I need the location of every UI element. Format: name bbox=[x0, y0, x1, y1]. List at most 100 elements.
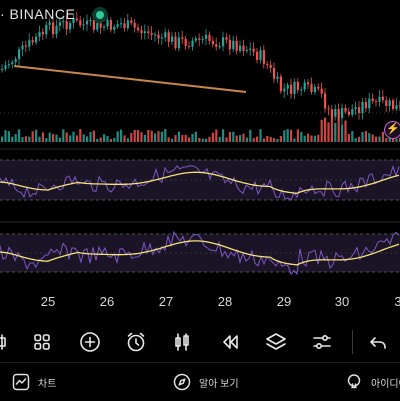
volume-bar bbox=[334, 122, 337, 142]
candle-body bbox=[320, 88, 323, 94]
volume-bar bbox=[385, 138, 388, 142]
sliders-icon[interactable] bbox=[310, 330, 334, 354]
volume-bar bbox=[218, 136, 221, 142]
candle-body bbox=[191, 40, 194, 47]
candle-body bbox=[266, 63, 269, 65]
candle-body bbox=[330, 109, 333, 117]
market-status-dot bbox=[92, 7, 108, 23]
symbol-exchange-label[interactable]: · BINANCE bbox=[0, 6, 76, 22]
trend-line bbox=[13, 65, 247, 93]
volume-bar bbox=[157, 131, 160, 142]
plus-circle-icon[interactable] bbox=[78, 330, 102, 354]
nav-explore[interactable]: 알아 보기 bbox=[173, 371, 239, 393]
candle-body bbox=[375, 101, 378, 103]
grid-apps-icon[interactable] bbox=[30, 330, 54, 354]
candle-body bbox=[106, 20, 109, 27]
volume-bar bbox=[398, 137, 400, 142]
lightbulb-icon bbox=[345, 373, 363, 391]
date-label: 25 bbox=[40, 294, 56, 309]
volume-bar bbox=[344, 120, 347, 142]
candle-body bbox=[218, 46, 221, 48]
volume-bar bbox=[194, 131, 197, 142]
volume-bar bbox=[89, 132, 92, 142]
volume-bar bbox=[286, 129, 289, 142]
candle-body bbox=[378, 96, 381, 102]
volume-bar bbox=[368, 133, 371, 142]
candle-body bbox=[62, 21, 65, 23]
candle-body bbox=[395, 105, 398, 109]
volume-bar bbox=[310, 135, 313, 142]
candle-body bbox=[126, 20, 129, 29]
volume-bar bbox=[211, 132, 214, 142]
volume-bar bbox=[337, 117, 340, 142]
volume-bar bbox=[109, 138, 112, 142]
candle-body bbox=[310, 84, 313, 93]
undo-icon[interactable] bbox=[366, 330, 390, 354]
volume-bar bbox=[269, 136, 272, 142]
volume-bar bbox=[137, 130, 140, 142]
candlesticks-icon[interactable] bbox=[170, 330, 194, 354]
volume-bar bbox=[320, 119, 323, 142]
nav-explore-label: 알아 보기 bbox=[199, 378, 239, 390]
date-label: 3 bbox=[394, 294, 400, 309]
volume-bar bbox=[225, 137, 228, 142]
candle-body bbox=[174, 36, 177, 49]
volume-bar bbox=[11, 136, 14, 142]
candle-style-icon[interactable] bbox=[0, 330, 12, 354]
volume-bar bbox=[371, 134, 374, 142]
candle-body bbox=[300, 89, 303, 91]
candle-body bbox=[24, 45, 27, 47]
bolt-icon[interactable]: ⚡ bbox=[384, 121, 400, 139]
volume-bar bbox=[123, 135, 126, 142]
volume-bar bbox=[252, 138, 255, 142]
volume-bar bbox=[354, 138, 357, 142]
candle-body bbox=[337, 108, 340, 118]
volume-bar bbox=[18, 129, 21, 142]
alarm-clock-icon[interactable] bbox=[124, 330, 148, 354]
candle-body bbox=[133, 23, 136, 28]
candle-body bbox=[147, 31, 150, 34]
volume-bar bbox=[133, 129, 136, 142]
candle-body bbox=[188, 45, 191, 47]
volume-bar bbox=[177, 131, 180, 142]
candle-body bbox=[293, 81, 296, 94]
volume-bar bbox=[58, 137, 61, 142]
candle-body bbox=[181, 37, 184, 39]
candle-body bbox=[232, 40, 235, 50]
candle-body bbox=[351, 109, 354, 115]
layers-icon[interactable] bbox=[264, 330, 288, 354]
candle-body bbox=[99, 23, 102, 28]
volume-bar bbox=[222, 129, 225, 142]
volume-bar bbox=[167, 137, 170, 142]
volume-bar bbox=[228, 131, 231, 142]
candle-body bbox=[69, 23, 72, 30]
volume-bar bbox=[249, 129, 252, 142]
candle-body bbox=[52, 22, 55, 35]
volume-bar bbox=[45, 138, 48, 142]
nav-chart[interactable]: 차트 bbox=[12, 371, 56, 393]
volume-bar bbox=[341, 124, 344, 142]
nav-ideas[interactable]: 아이디어 bbox=[345, 371, 400, 393]
volume-bar bbox=[21, 137, 24, 142]
volume-bar bbox=[293, 138, 296, 142]
date-label: 26 bbox=[99, 294, 115, 309]
rewind-icon[interactable] bbox=[218, 330, 242, 354]
candle-body bbox=[344, 107, 347, 112]
volume-bar bbox=[198, 137, 201, 142]
volume-bar bbox=[358, 136, 361, 142]
chart-area[interactable]: · BINANCE ⚡ bbox=[0, 0, 400, 290]
volume-bar bbox=[256, 136, 259, 142]
volume-bar bbox=[28, 136, 31, 142]
volume-bar bbox=[41, 132, 44, 142]
candle-body bbox=[235, 40, 238, 51]
bottom-nav: 차트 알아 보기 아이디어 bbox=[0, 362, 400, 401]
candle-body bbox=[228, 39, 231, 50]
chart-canvas[interactable] bbox=[0, 0, 400, 290]
candle-body bbox=[41, 32, 44, 35]
candle-body bbox=[303, 82, 306, 90]
volume-bar bbox=[62, 129, 65, 142]
candle-body bbox=[96, 23, 99, 30]
candle-body bbox=[256, 51, 259, 60]
candle-body bbox=[205, 34, 208, 39]
candle-body bbox=[273, 67, 276, 79]
